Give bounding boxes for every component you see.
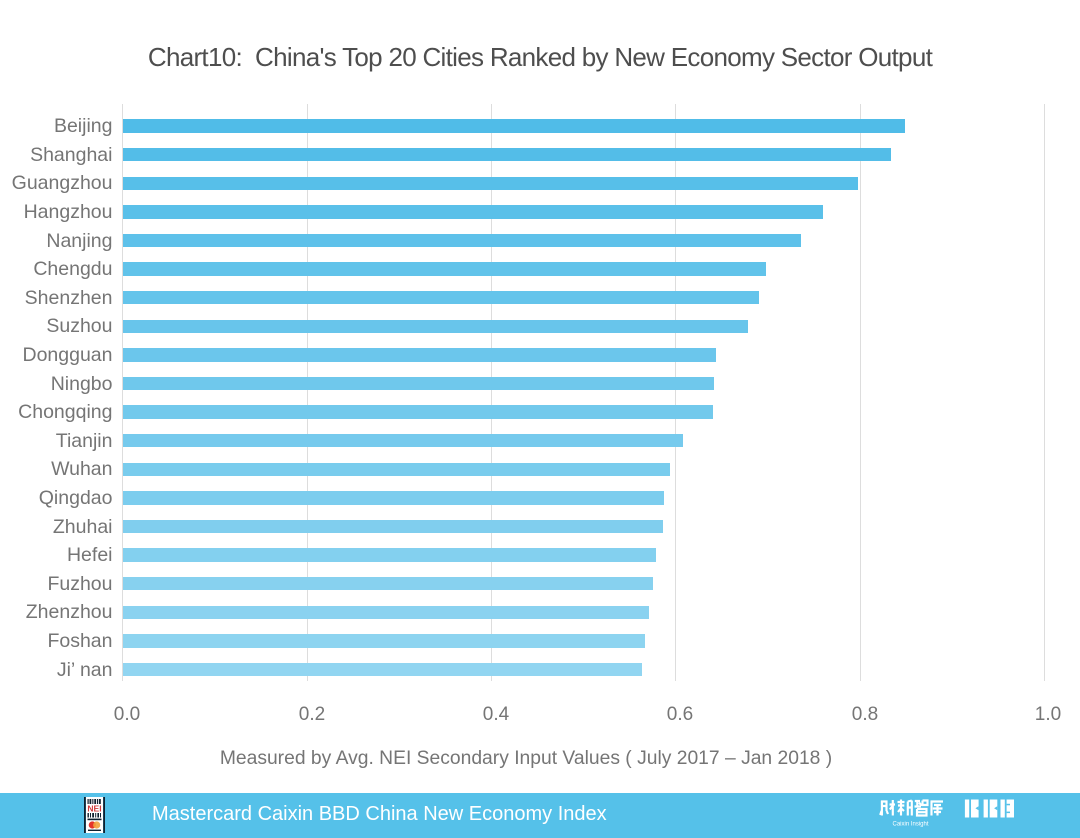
svg-text:Caixin Insight: Caixin Insight: [892, 822, 928, 828]
svg-text:NEI: NEI: [87, 804, 101, 814]
